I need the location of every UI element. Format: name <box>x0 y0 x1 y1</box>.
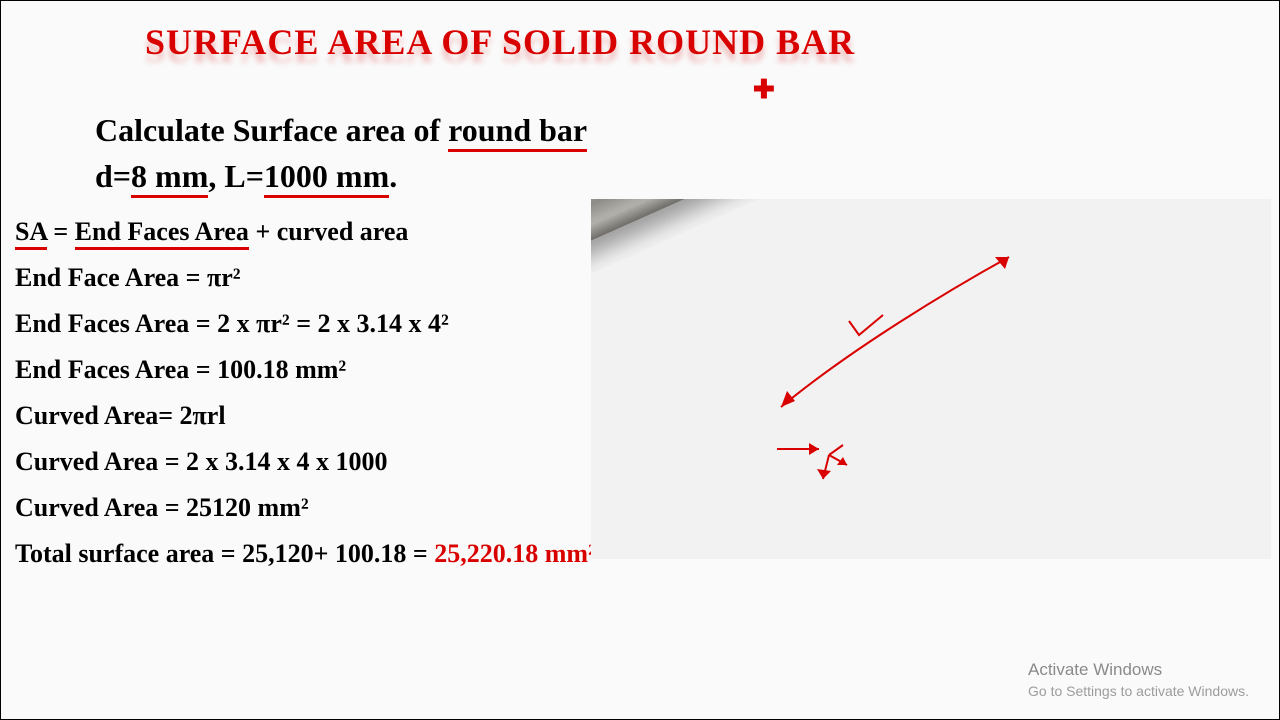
problem-sep: , L= <box>208 158 264 194</box>
step8-label: Total surface area = 25,120+ 100.18 = <box>15 539 434 568</box>
bar-figure <box>591 199 1271 559</box>
step-3: End Faces Area = 2 x πr² = 2 x 3.14 x 4² <box>15 309 596 339</box>
title: SURFACE AREA OF SOLID ROUND BAR <box>145 21 855 63</box>
step8-result: 25,220.18 mm² <box>434 539 596 568</box>
problem-l-value: 1000 mm <box>264 158 389 198</box>
cylinder-icon <box>591 199 775 309</box>
calculation-steps: SA = End Faces Area + curved area End Fa… <box>15 217 596 585</box>
watermark-line1: Activate Windows <box>1028 659 1249 682</box>
problem-period: . <box>389 158 397 194</box>
problem-d-label: d= <box>95 158 131 194</box>
step-6: Curved Area = 2 x 3.14 x 4 x 1000 <box>15 447 596 477</box>
slide: SURFACE AREA OF SOLID ROUND BAR ✚ Calcul… <box>0 0 1280 720</box>
annotations <box>777 257 1009 479</box>
problem-text: Calculate Surface area of <box>95 112 448 148</box>
cursor-marker-icon: ✚ <box>753 75 775 105</box>
step1-curved: + curved area <box>249 217 408 246</box>
step-2: End Face Area = πr² <box>15 263 596 293</box>
bar-svg <box>591 199 1271 559</box>
step1-endfaces: End Faces Area <box>75 217 249 250</box>
windows-watermark: Activate Windows Go to Settings to activ… <box>1028 659 1249 701</box>
problem-statement: Calculate Surface area of round bar d=8 … <box>95 107 587 200</box>
step-7: Curved Area = 25120 mm² <box>15 493 596 523</box>
step1-eq: = <box>47 217 75 246</box>
step-1: SA = End Faces Area + curved area <box>15 217 596 247</box>
problem-roundbar: round bar <box>448 112 587 152</box>
problem-d-value: 8 mm <box>131 158 208 198</box>
step-8: Total surface area = 25,120+ 100.18 = 25… <box>15 539 596 569</box>
step1-sa: SA <box>15 217 47 250</box>
step-5: Curved Area= 2πrl <box>15 401 596 431</box>
step-4: End Faces Area = 100.18 mm² <box>15 355 596 385</box>
watermark-line2: Go to Settings to activate Windows. <box>1028 682 1249 701</box>
